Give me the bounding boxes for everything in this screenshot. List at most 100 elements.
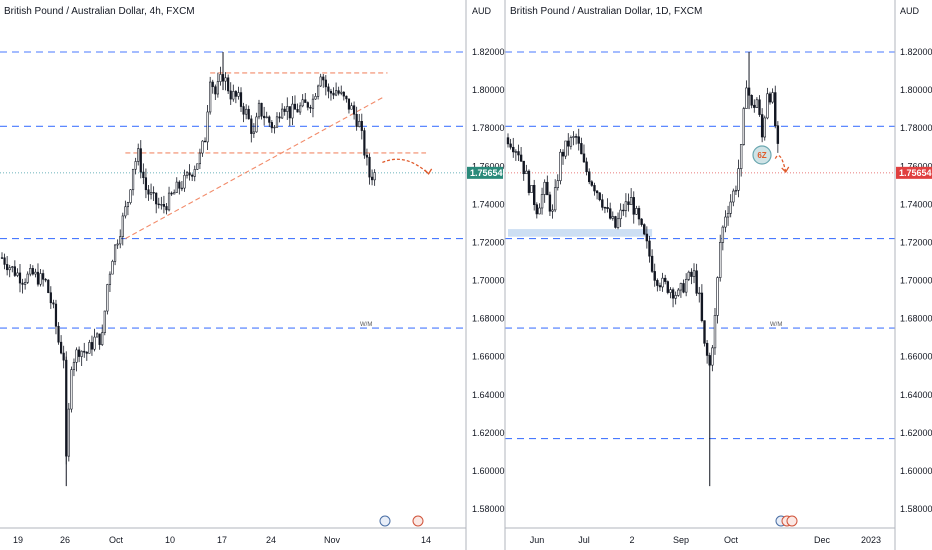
candle-body	[726, 212, 730, 218]
candle-body	[152, 192, 155, 194]
price-tick-label: 1.64000	[472, 390, 505, 400]
time-tick-label: Oct	[724, 535, 739, 545]
candle-body	[729, 201, 732, 214]
candle-body	[352, 105, 356, 115]
candle-body	[216, 81, 219, 95]
candle-body	[640, 218, 643, 225]
current-price-tag	[467, 166, 503, 179]
candle-body	[317, 85, 320, 97]
candle-body	[268, 116, 271, 123]
price-tick-label: 1.74000	[900, 199, 932, 209]
candle-body	[363, 130, 366, 156]
candle-body	[160, 204, 163, 206]
left-event-icons[interactable]	[379, 515, 424, 527]
candle-body	[347, 98, 351, 110]
candle-body	[548, 194, 552, 212]
right-time-axis[interactable]: Jun Jul 2 Sep Oct Dec 2023	[530, 535, 881, 545]
candle-body	[661, 277, 664, 288]
candle-body	[201, 140, 204, 154]
candle-body	[299, 105, 302, 113]
candle-body	[758, 99, 761, 115]
candle-body	[616, 218, 620, 228]
candle-body	[556, 180, 559, 188]
candle-body	[11, 266, 14, 268]
candle-body	[669, 289, 672, 293]
time-tick-label: Oct	[109, 535, 124, 545]
candle-body	[755, 99, 759, 108]
price-tick-label: 1.76000	[900, 161, 932, 171]
candle-body	[247, 108, 250, 120]
candle-body	[209, 81, 212, 113]
candle-body	[601, 199, 604, 208]
candle-body	[57, 325, 60, 343]
candle-body	[193, 169, 196, 177]
candle-body	[75, 349, 78, 363]
candle-body	[304, 99, 307, 103]
event-icon[interactable]	[786, 515, 798, 527]
candle-body	[574, 136, 578, 138]
candle-body	[776, 125, 780, 144]
candle-body	[78, 349, 81, 357]
candle-body	[637, 208, 641, 220]
right-event-icons[interactable]	[775, 515, 798, 527]
candle-body	[44, 279, 47, 281]
candle-body	[519, 154, 523, 162]
right-annotations	[508, 155, 790, 237]
candle-body	[98, 333, 101, 345]
candle-body	[677, 289, 680, 296]
candle-body	[137, 148, 140, 162]
price-tick-label: 1.64000	[900, 390, 932, 400]
candle-body	[170, 192, 173, 195]
candle-body	[178, 181, 181, 189]
candle-body	[648, 240, 651, 257]
candle-body	[540, 194, 544, 209]
candle-body	[185, 172, 189, 176]
candle-body	[196, 163, 199, 170]
current-price-label: 1.75654	[899, 168, 932, 178]
left-level-label: W/M	[360, 322, 372, 328]
candle-body	[590, 181, 594, 186]
candle-body	[732, 190, 735, 203]
time-tick-label: Jul	[578, 535, 590, 545]
candle-body	[611, 216, 615, 219]
projection-arrowhead	[781, 166, 790, 174]
candle-body	[188, 172, 191, 176]
candle-body	[108, 273, 112, 285]
right-chart-panel[interactable]: British Pound / Australian Dollar, 1D, F…	[505, 6, 932, 545]
candle-body	[608, 208, 612, 219]
candle-body	[582, 153, 586, 163]
candle-body	[753, 104, 756, 108]
candle-body	[245, 108, 248, 115]
candle-body	[700, 292, 704, 321]
candle-body	[49, 292, 52, 304]
price-tick-label: 1.70000	[900, 276, 932, 286]
candle-body	[768, 93, 772, 103]
right-level-lines	[505, 51, 895, 440]
left-price-axis[interactable]: 1.82000 1.80000 1.78000 1.76000 1.74000 1.720…	[467, 47, 505, 514]
right-price-axis[interactable]: 1.82000 1.80000 1.78000 1.76000 1.74000 1.720…	[896, 47, 932, 514]
candle-body	[263, 115, 266, 119]
candle-body	[142, 171, 145, 178]
candle-body	[588, 171, 591, 183]
price-tick-label: 1.68000	[900, 314, 932, 324]
time-tick-label: 14	[421, 535, 431, 545]
candle-body	[721, 226, 725, 243]
price-tick-label: 1.80000	[900, 85, 932, 95]
time-tick-label: Jun	[530, 535, 545, 545]
candle-body	[134, 161, 137, 170]
candle-body	[713, 315, 717, 349]
pattern-circle-shape	[752, 145, 772, 165]
candle-body	[119, 236, 122, 245]
candle-body	[711, 347, 714, 366]
left-chart-panel[interactable]: British Pound / Australian Dollar, 4h, F…	[0, 6, 505, 545]
candle-body	[322, 76, 325, 81]
event-icon[interactable]	[412, 515, 424, 527]
candle-body	[83, 350, 86, 353]
candle-body	[705, 342, 709, 356]
left-chart-title: British Pound / Australian Dollar, 4h, F…	[4, 6, 195, 17]
event-icon[interactable]	[379, 515, 391, 527]
time-tick-label: 2	[629, 535, 634, 545]
left-time-axis[interactable]: 19 26 Oct 10 17 24 Nov 14	[13, 535, 431, 545]
candle-body	[131, 168, 135, 191]
price-tick-label: 1.74000	[472, 199, 505, 209]
